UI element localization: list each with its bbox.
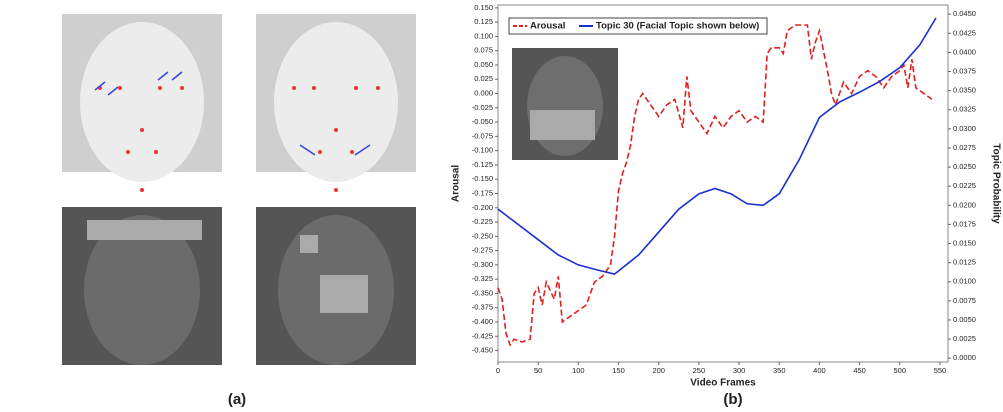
y2-tick-label: 0.0325 bbox=[953, 105, 976, 114]
y2-tick-label: 0.0300 bbox=[953, 124, 976, 133]
x-tick-label: 100 bbox=[572, 366, 585, 375]
y2-tick-label: 0.0050 bbox=[953, 315, 976, 324]
y-tick-label: -0.100 bbox=[472, 146, 493, 155]
y-tick-label: -0.375 bbox=[472, 303, 493, 312]
y-tick-label: -0.425 bbox=[472, 331, 493, 340]
page: {"panels": ["(a)", "(b)"], "chart_data":… bbox=[0, 0, 1003, 412]
x-tick-label: 250 bbox=[693, 366, 706, 375]
y2-tick-label: 0.0150 bbox=[953, 238, 976, 247]
y2-tick-label: 0.0375 bbox=[953, 66, 976, 75]
y2-tick-label: 0.0400 bbox=[953, 47, 976, 56]
y2-tick-label: 0.0025 bbox=[953, 334, 976, 343]
y-tick-label: -0.300 bbox=[472, 260, 493, 269]
y-tick-label: -0.125 bbox=[472, 160, 493, 169]
topic-patch bbox=[530, 110, 595, 140]
y-tick-label: 0.050 bbox=[474, 60, 493, 69]
x-tick-label: 150 bbox=[612, 366, 625, 375]
y2-tick-label: 0.0100 bbox=[953, 277, 976, 286]
x-tick-label: 50 bbox=[534, 366, 542, 375]
face-images bbox=[62, 14, 416, 365]
y-tick-label: -0.175 bbox=[472, 188, 493, 197]
y-tick-label: -0.325 bbox=[472, 274, 493, 283]
x-tick-label: 200 bbox=[652, 366, 665, 375]
x-tick-label: 0 bbox=[496, 366, 500, 375]
inset-face-oval bbox=[527, 56, 603, 156]
x-tick-label: 300 bbox=[733, 366, 746, 375]
y-tick-label: -0.025 bbox=[472, 103, 493, 112]
legend-label: Topic 30 (Facial Topic shown below) bbox=[596, 21, 759, 32]
y2-tick-label: 0.0200 bbox=[953, 200, 976, 209]
y2-tick-label: 0.0425 bbox=[953, 28, 976, 37]
panel-label: (b) bbox=[723, 391, 742, 408]
x-tick-label: 350 bbox=[773, 366, 786, 375]
x-tick-label: 450 bbox=[853, 366, 866, 375]
y-tick-label: -0.050 bbox=[472, 117, 493, 126]
y-tick-label: 0.025 bbox=[474, 74, 493, 83]
x-tick-label: 550 bbox=[934, 366, 947, 375]
y2-tick-label: 0.0075 bbox=[953, 296, 976, 305]
y-tick-label: -0.150 bbox=[472, 174, 493, 183]
topic-patch bbox=[320, 275, 368, 313]
y2-tick-label: 0.0250 bbox=[953, 162, 976, 171]
y-tick-label: -0.350 bbox=[472, 288, 493, 297]
y2-axis-label: Topic Probability bbox=[990, 143, 1001, 224]
y-tick-label: 0.075 bbox=[474, 46, 493, 55]
figure: (a) (b) 0.1500.1250.1000.0750.0500.0250.… bbox=[0, 0, 1003, 412]
y2-tick-label: 0.0175 bbox=[953, 219, 976, 228]
y-tick-label: -0.225 bbox=[472, 217, 493, 226]
chart: 0.150 0.125 0.100 0.075 0.050 0.025 0.000 -0.02… bbox=[451, 3, 1002, 389]
y-tick-label: -0.275 bbox=[472, 246, 493, 255]
topic-patch bbox=[300, 235, 318, 253]
y2-tick-label: 0.0450 bbox=[953, 9, 976, 18]
face bbox=[80, 22, 204, 182]
y-tick-label: -0.200 bbox=[472, 203, 493, 212]
y-axis-label: Arousal bbox=[451, 165, 462, 202]
panel-label: (a) bbox=[228, 391, 246, 408]
y-tick-label: 0.125 bbox=[474, 17, 493, 26]
y2-tick-label: 0.0125 bbox=[953, 258, 976, 267]
y2-tick-label: 0.0350 bbox=[953, 86, 976, 95]
face bbox=[274, 22, 398, 182]
y-tick-label: -0.450 bbox=[472, 346, 493, 355]
y2-tick-label: 0.0275 bbox=[953, 143, 976, 152]
topic-patch bbox=[87, 220, 202, 240]
y-tick-label: 0.100 bbox=[474, 31, 493, 40]
y-tick-label: -0.400 bbox=[472, 317, 493, 326]
y-tick-label: -0.250 bbox=[472, 231, 493, 240]
y-tick-label: -0.075 bbox=[472, 131, 493, 140]
x-axis-label: Video Frames bbox=[690, 378, 756, 389]
x-tick-label: 500 bbox=[894, 366, 907, 375]
y-tick-label: 0.150 bbox=[474, 3, 493, 12]
y-tick-label: 0.000 bbox=[474, 89, 493, 98]
y2-tick-label: 0.0000 bbox=[953, 353, 976, 362]
x-tick-label: 400 bbox=[813, 366, 826, 375]
y2-tick-label: 0.0225 bbox=[953, 181, 976, 190]
legend-label: Arousal bbox=[530, 21, 565, 32]
